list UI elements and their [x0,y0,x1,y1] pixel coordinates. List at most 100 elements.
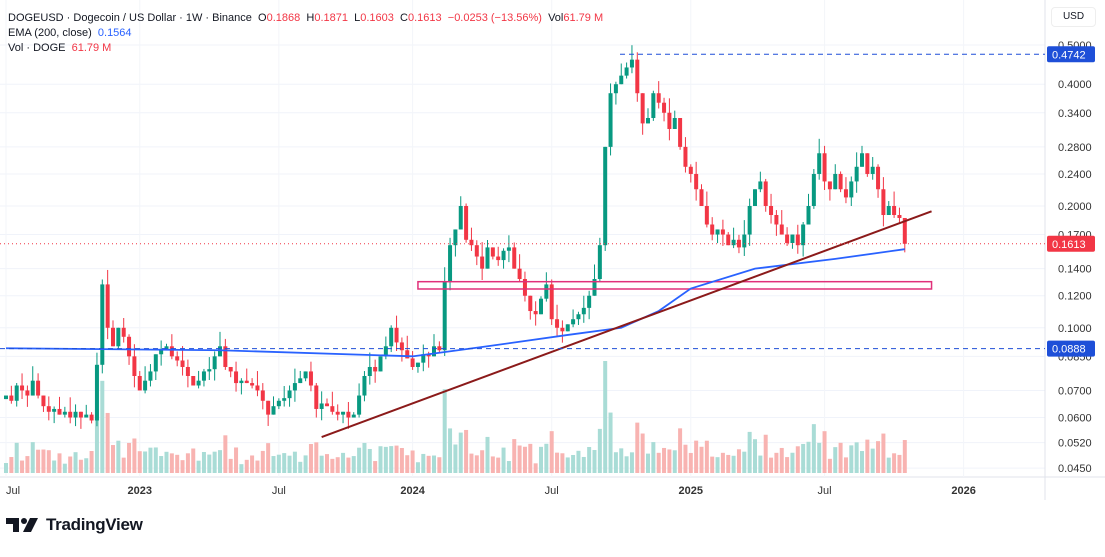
volume-bar [651,442,656,473]
candle-body [469,239,474,246]
volume-bar [389,446,394,473]
candle-body [694,173,699,190]
candle-body [501,250,506,261]
candle-body [453,229,458,246]
volume-bar [52,460,57,473]
volume-bar [876,441,881,473]
volume-bar [587,446,592,473]
candle-body [544,284,549,299]
volume-legend[interactable]: Vol · DOGE 61.79 M [8,42,112,54]
close-value: 0.1613 [407,12,442,24]
volume-bar [191,448,196,473]
candle-body [84,414,89,418]
volume-indicator-value: 61.79 M [71,42,112,54]
volume-bar [453,444,458,473]
candle-body [662,102,667,113]
volume-bar [629,452,634,473]
candle-body [640,93,645,124]
volume-bar [865,439,870,473]
volume-bar [84,458,89,473]
candle-body [255,385,260,391]
volume-bar [469,453,474,473]
last-price-box [1047,235,1095,252]
volume-bar [41,449,46,473]
volume-bar [715,457,720,473]
y-tick-label: 0.4000 [1058,79,1092,91]
tradingview-logo[interactable]: TradingView [6,515,143,535]
volume-bar [635,422,640,473]
candle-body [480,256,485,269]
y-tick-label: 0.2400 [1058,169,1092,181]
volume-bar [678,428,683,473]
volume-bar [613,452,618,473]
x-tick-label: 2026 [951,485,975,497]
candle-body [426,354,431,357]
candle-body [41,395,46,407]
volume-bar [597,428,602,473]
candle-body [597,245,602,279]
volume-bar [276,454,281,473]
candle-body [865,153,870,174]
volume-bar [753,439,757,473]
candle-body [394,327,399,343]
ema-legend[interactable]: EMA (200, close) 0.1564 [8,27,132,39]
candle-body [437,346,442,351]
volume-bar [710,456,715,473]
volume-bar [100,380,105,473]
candle-body [335,411,340,415]
candle-body [774,215,779,225]
volume-bar [838,442,843,473]
candle-body [742,234,747,248]
candle-body [282,398,287,401]
candle-body [57,408,62,415]
candle-body [121,327,126,337]
volume-bar [683,444,688,473]
volume-bar [533,463,538,473]
candle-body [111,327,115,347]
candle-body [592,278,597,296]
symbol-title[interactable]: DOGEUSD · Dogecoin / US Dollar · 1W · Bi… [8,12,252,24]
candle-body [571,319,576,325]
candle-body [153,354,158,372]
candle-body [73,411,78,418]
candle-body [383,346,388,357]
candle-body [239,380,244,384]
volume-bar [341,452,346,473]
candle-body [116,327,121,347]
volume-bar [255,460,260,473]
volume-bar [485,436,490,473]
candle-body [271,406,276,415]
trend-line [321,210,932,438]
volume-bar [442,389,447,473]
x-tick-label: Jul [272,485,286,497]
volume-bar [555,452,560,473]
candle-body [196,380,201,386]
volume-bar [694,440,699,473]
currency-button[interactable]: USD [1051,7,1096,27]
candle-body [731,239,736,246]
volume-bar [180,460,185,473]
volume-bar [747,431,752,473]
volume-bar [89,451,94,473]
y-tick-label: 0.0600 [1058,413,1092,425]
candle-body [52,408,57,412]
volume-bar [260,450,265,473]
volume-bar [544,443,549,473]
candle-body [351,414,356,418]
candle-body [849,181,854,198]
candle-body [330,406,335,412]
candle-body [876,166,881,190]
candle-body [405,350,410,359]
candle-body [464,205,469,240]
candle-body [902,217,907,244]
candle-body [357,395,362,415]
y-tick-label: 0.2800 [1058,142,1092,154]
volume-bar [314,442,319,473]
volume-bar [362,442,367,473]
price-chart[interactable]: 0.50000.40000.34000.28000.24000.20000.17… [0,0,1105,510]
candle-body [4,395,8,400]
volume-bar [522,446,527,473]
volume-bar [539,446,543,473]
volume-bar [448,428,453,473]
volume-bar [726,454,731,473]
